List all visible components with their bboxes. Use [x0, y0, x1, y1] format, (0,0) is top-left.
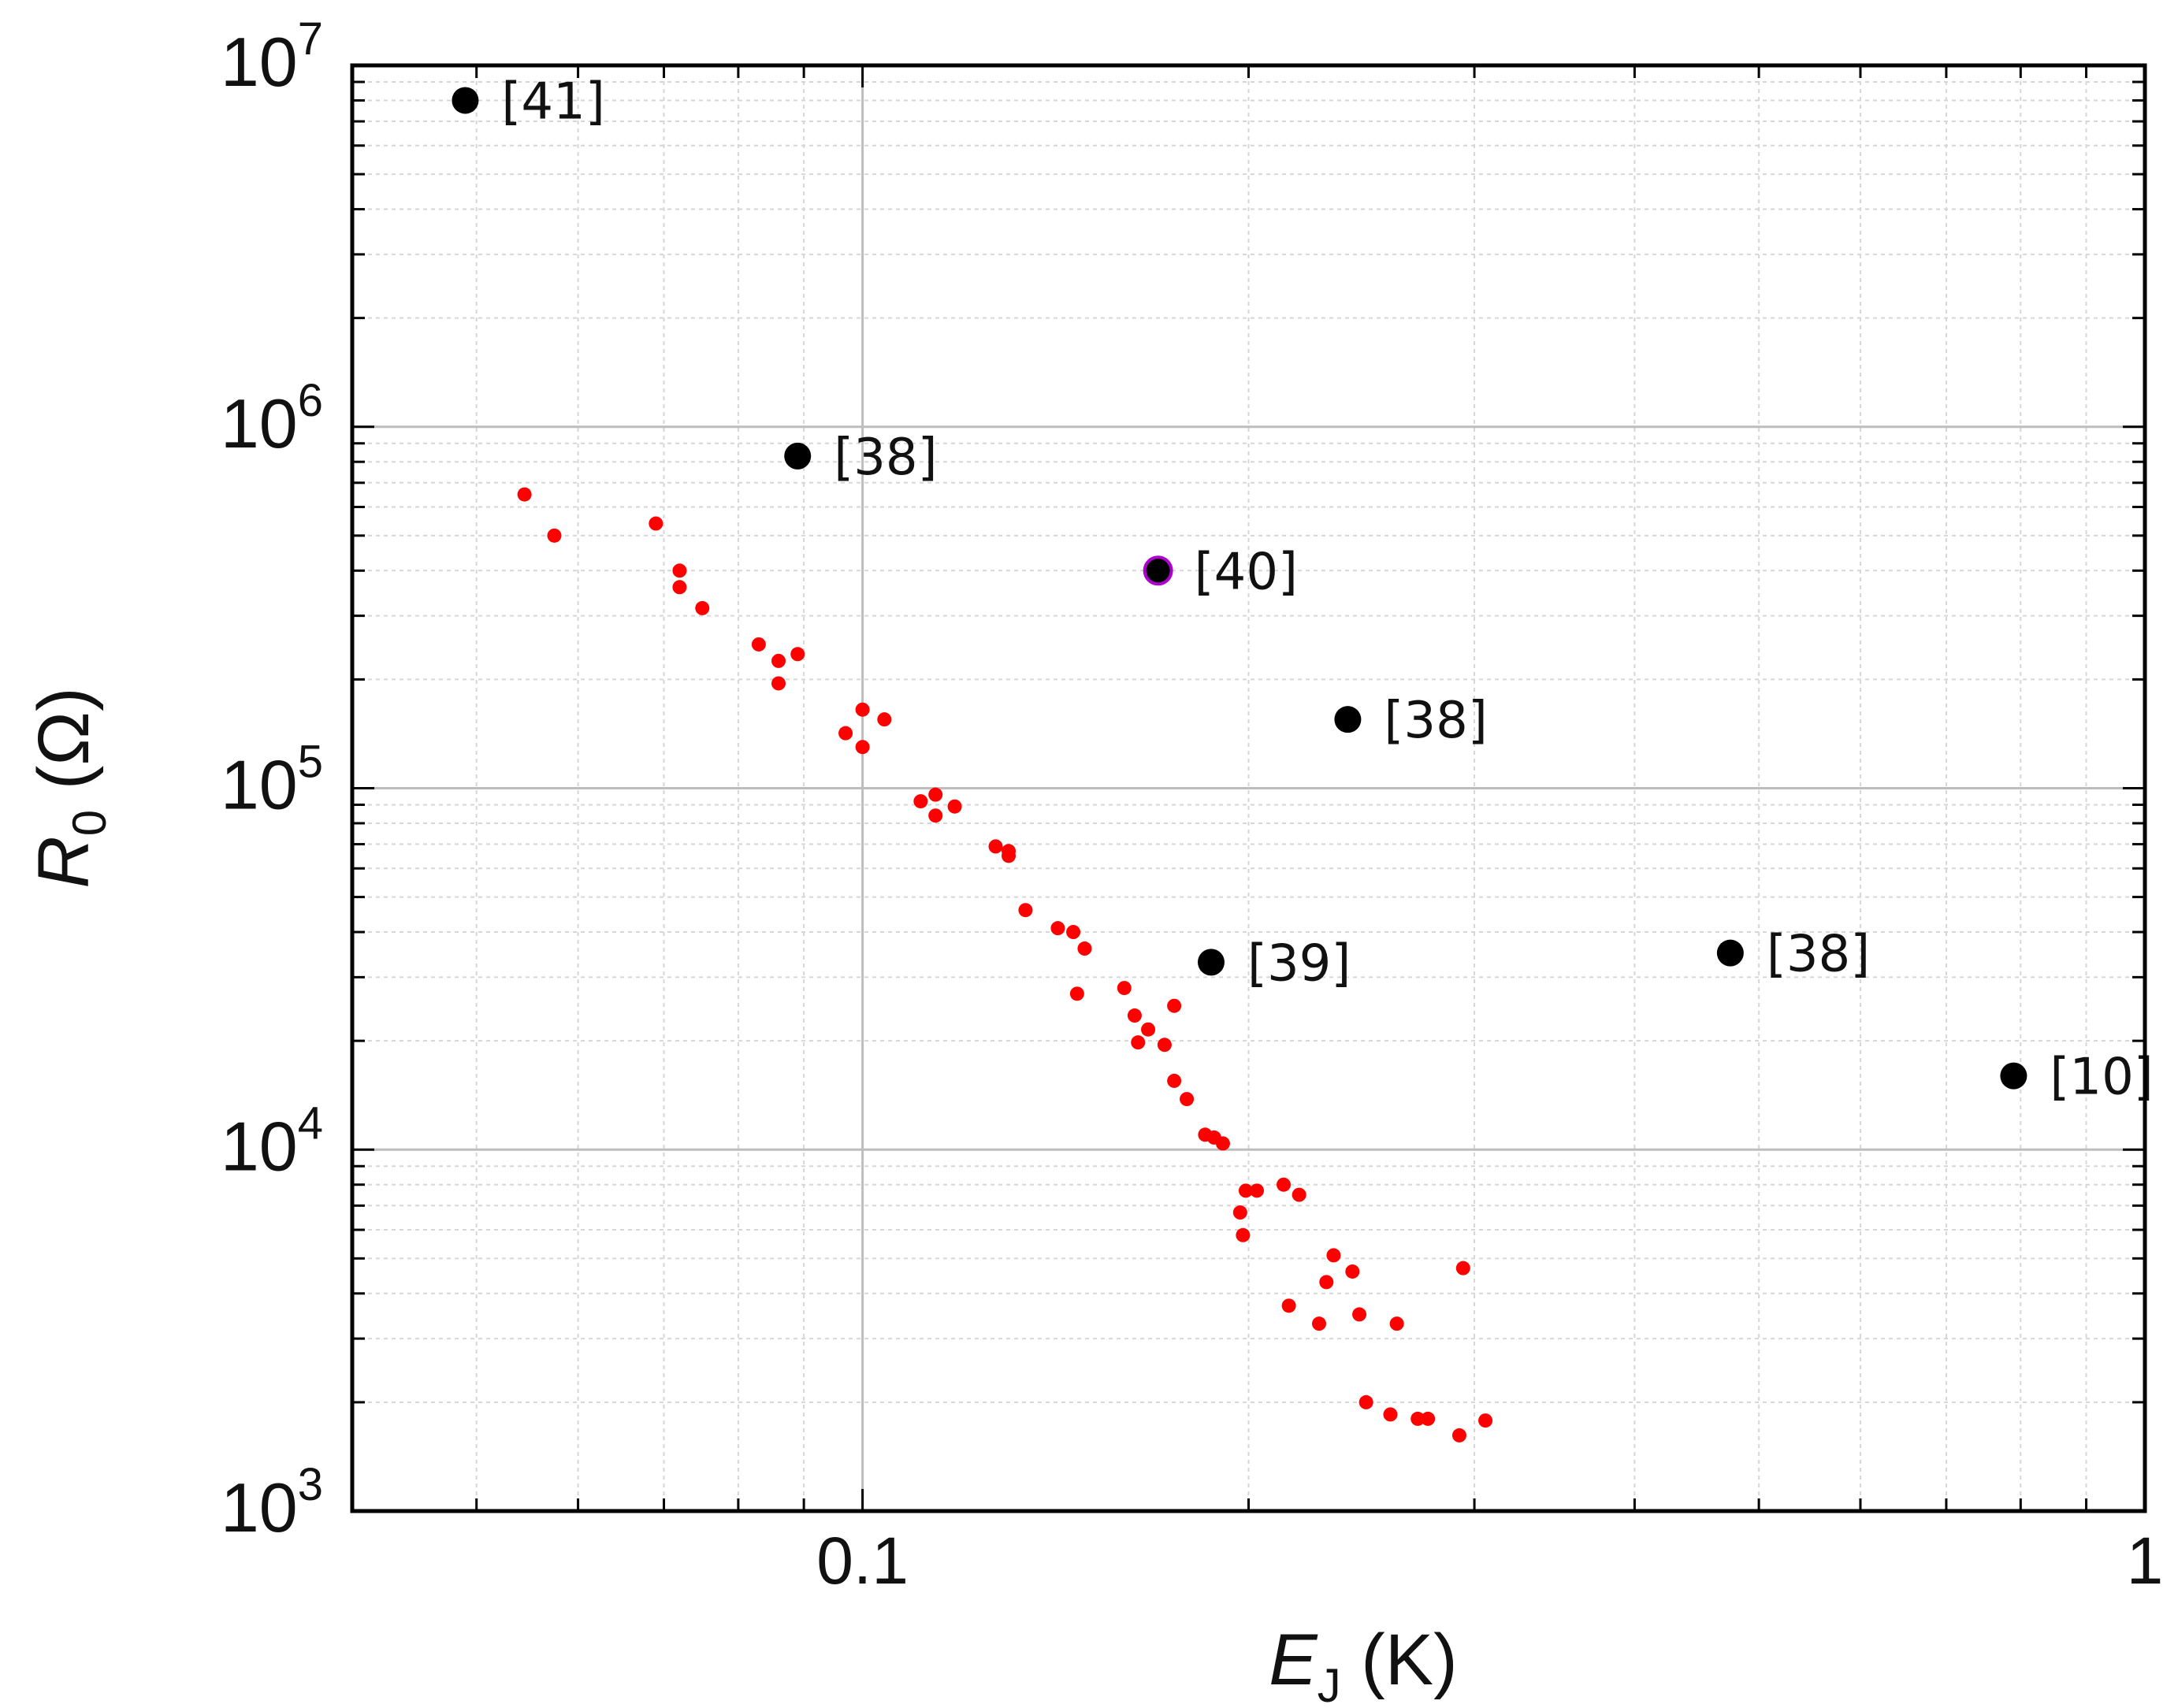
data-point-this-work — [1069, 986, 1084, 1001]
data-point-this-work — [988, 839, 1003, 854]
data-point-this-work — [928, 808, 943, 823]
y-tick-label: 105 — [221, 737, 323, 824]
reference-label: [39] — [1247, 934, 1351, 993]
data-point-this-work — [547, 528, 562, 543]
data-point-this-work — [1345, 1264, 1360, 1279]
data-point-this-work — [838, 726, 853, 741]
data-point-this-work — [1292, 1187, 1306, 1202]
data-point-reference — [452, 87, 479, 114]
data-point-this-work — [1167, 998, 1182, 1013]
data-point-this-work — [1117, 981, 1132, 996]
data-point-this-work — [672, 580, 687, 595]
data-point-this-work — [1281, 1298, 1296, 1313]
data-point-this-work — [1421, 1411, 1436, 1426]
data-point-this-work — [672, 563, 687, 578]
data-point-reference — [1716, 939, 1744, 967]
data-point-this-work — [1358, 1394, 1373, 1409]
reference-label: [41] — [501, 72, 604, 131]
major-grid — [352, 65, 2145, 1511]
reference-label: [10] — [2050, 1049, 2153, 1107]
data-point-this-work — [751, 637, 766, 652]
reference-label: [40] — [1195, 543, 1298, 601]
data-point-this-work — [877, 712, 892, 727]
data-point-this-work — [1180, 1092, 1195, 1107]
x-tick-labels: 0.1 1 — [816, 1524, 2163, 1598]
data-point-this-work — [913, 794, 928, 809]
data-point-this-work — [771, 653, 786, 668]
data-point-this-work — [1127, 1008, 1142, 1023]
data-point-this-work — [928, 787, 943, 802]
data-point-this-work — [1250, 1183, 1265, 1198]
reference-label: [38] — [834, 429, 937, 487]
y-tick-label: 104 — [221, 1097, 323, 1185]
data-point-this-work — [1077, 941, 1092, 956]
y-tick-label: 106 — [221, 375, 323, 462]
data-point-this-work — [1451, 1428, 1466, 1443]
data-point-this-work — [1319, 1275, 1334, 1290]
data-point-this-work — [1167, 1073, 1182, 1088]
reference-label: [38] — [1384, 692, 1487, 750]
data-point-reference — [1143, 555, 1173, 586]
data-point-this-work — [695, 600, 710, 615]
data-point-reference — [784, 442, 812, 470]
data-point-this-work — [1277, 1177, 1292, 1192]
data-point-this-work — [1410, 1411, 1425, 1426]
data-point-this-work — [1383, 1407, 1398, 1422]
reference-label: [38] — [1767, 926, 1870, 984]
data-point-this-work — [771, 676, 786, 691]
y-tick-labels: 103 104 105 106 107 — [221, 13, 323, 1546]
data-point-this-work — [790, 647, 805, 662]
y-axis-title: R0 (Ω) — [24, 687, 116, 888]
data-point-this-work — [855, 740, 870, 755]
data-point-this-work — [1389, 1316, 1404, 1331]
data-point-reference — [1334, 706, 1362, 733]
data-point-this-work — [1236, 1227, 1251, 1242]
data-point-this-work — [1352, 1307, 1367, 1322]
data-point-reference — [1197, 949, 1225, 976]
series-this-work — [517, 487, 1493, 1443]
data-point-this-work — [1066, 925, 1081, 940]
series-references: [41] [38] [40] [38] [39] [38] [10] — [452, 72, 2154, 1107]
x-tick-label: 0.1 — [816, 1524, 909, 1598]
data-point-this-work — [1018, 903, 1033, 918]
x-tick-label: 1 — [2127, 1524, 2164, 1598]
data-point-this-work — [1478, 1413, 1493, 1428]
y-tick-label: 103 — [221, 1459, 323, 1546]
data-point-this-work — [1215, 1136, 1230, 1151]
data-point-this-work — [1141, 1022, 1156, 1037]
data-point-this-work — [649, 516, 663, 531]
data-point-this-work — [1238, 1183, 1253, 1198]
x-axis-title: EJ (K) — [1269, 1620, 1458, 1708]
data-point-this-work — [1131, 1035, 1146, 1050]
data-point-this-work — [855, 702, 870, 717]
data-point-this-work — [947, 799, 962, 814]
data-point-this-work — [1157, 1038, 1172, 1053]
data-point-this-work — [1312, 1316, 1326, 1331]
y-tick-label: 107 — [221, 13, 323, 101]
data-point-this-work — [1232, 1205, 1247, 1220]
plot-frame — [350, 63, 2147, 1513]
data-point-this-work — [517, 487, 532, 502]
data-point-this-work — [1455, 1261, 1470, 1275]
data-point-this-work — [1050, 921, 1065, 936]
data-point-reference — [2000, 1062, 2027, 1090]
data-point-this-work — [1002, 848, 1017, 863]
data-point-this-work — [1326, 1248, 1341, 1263]
